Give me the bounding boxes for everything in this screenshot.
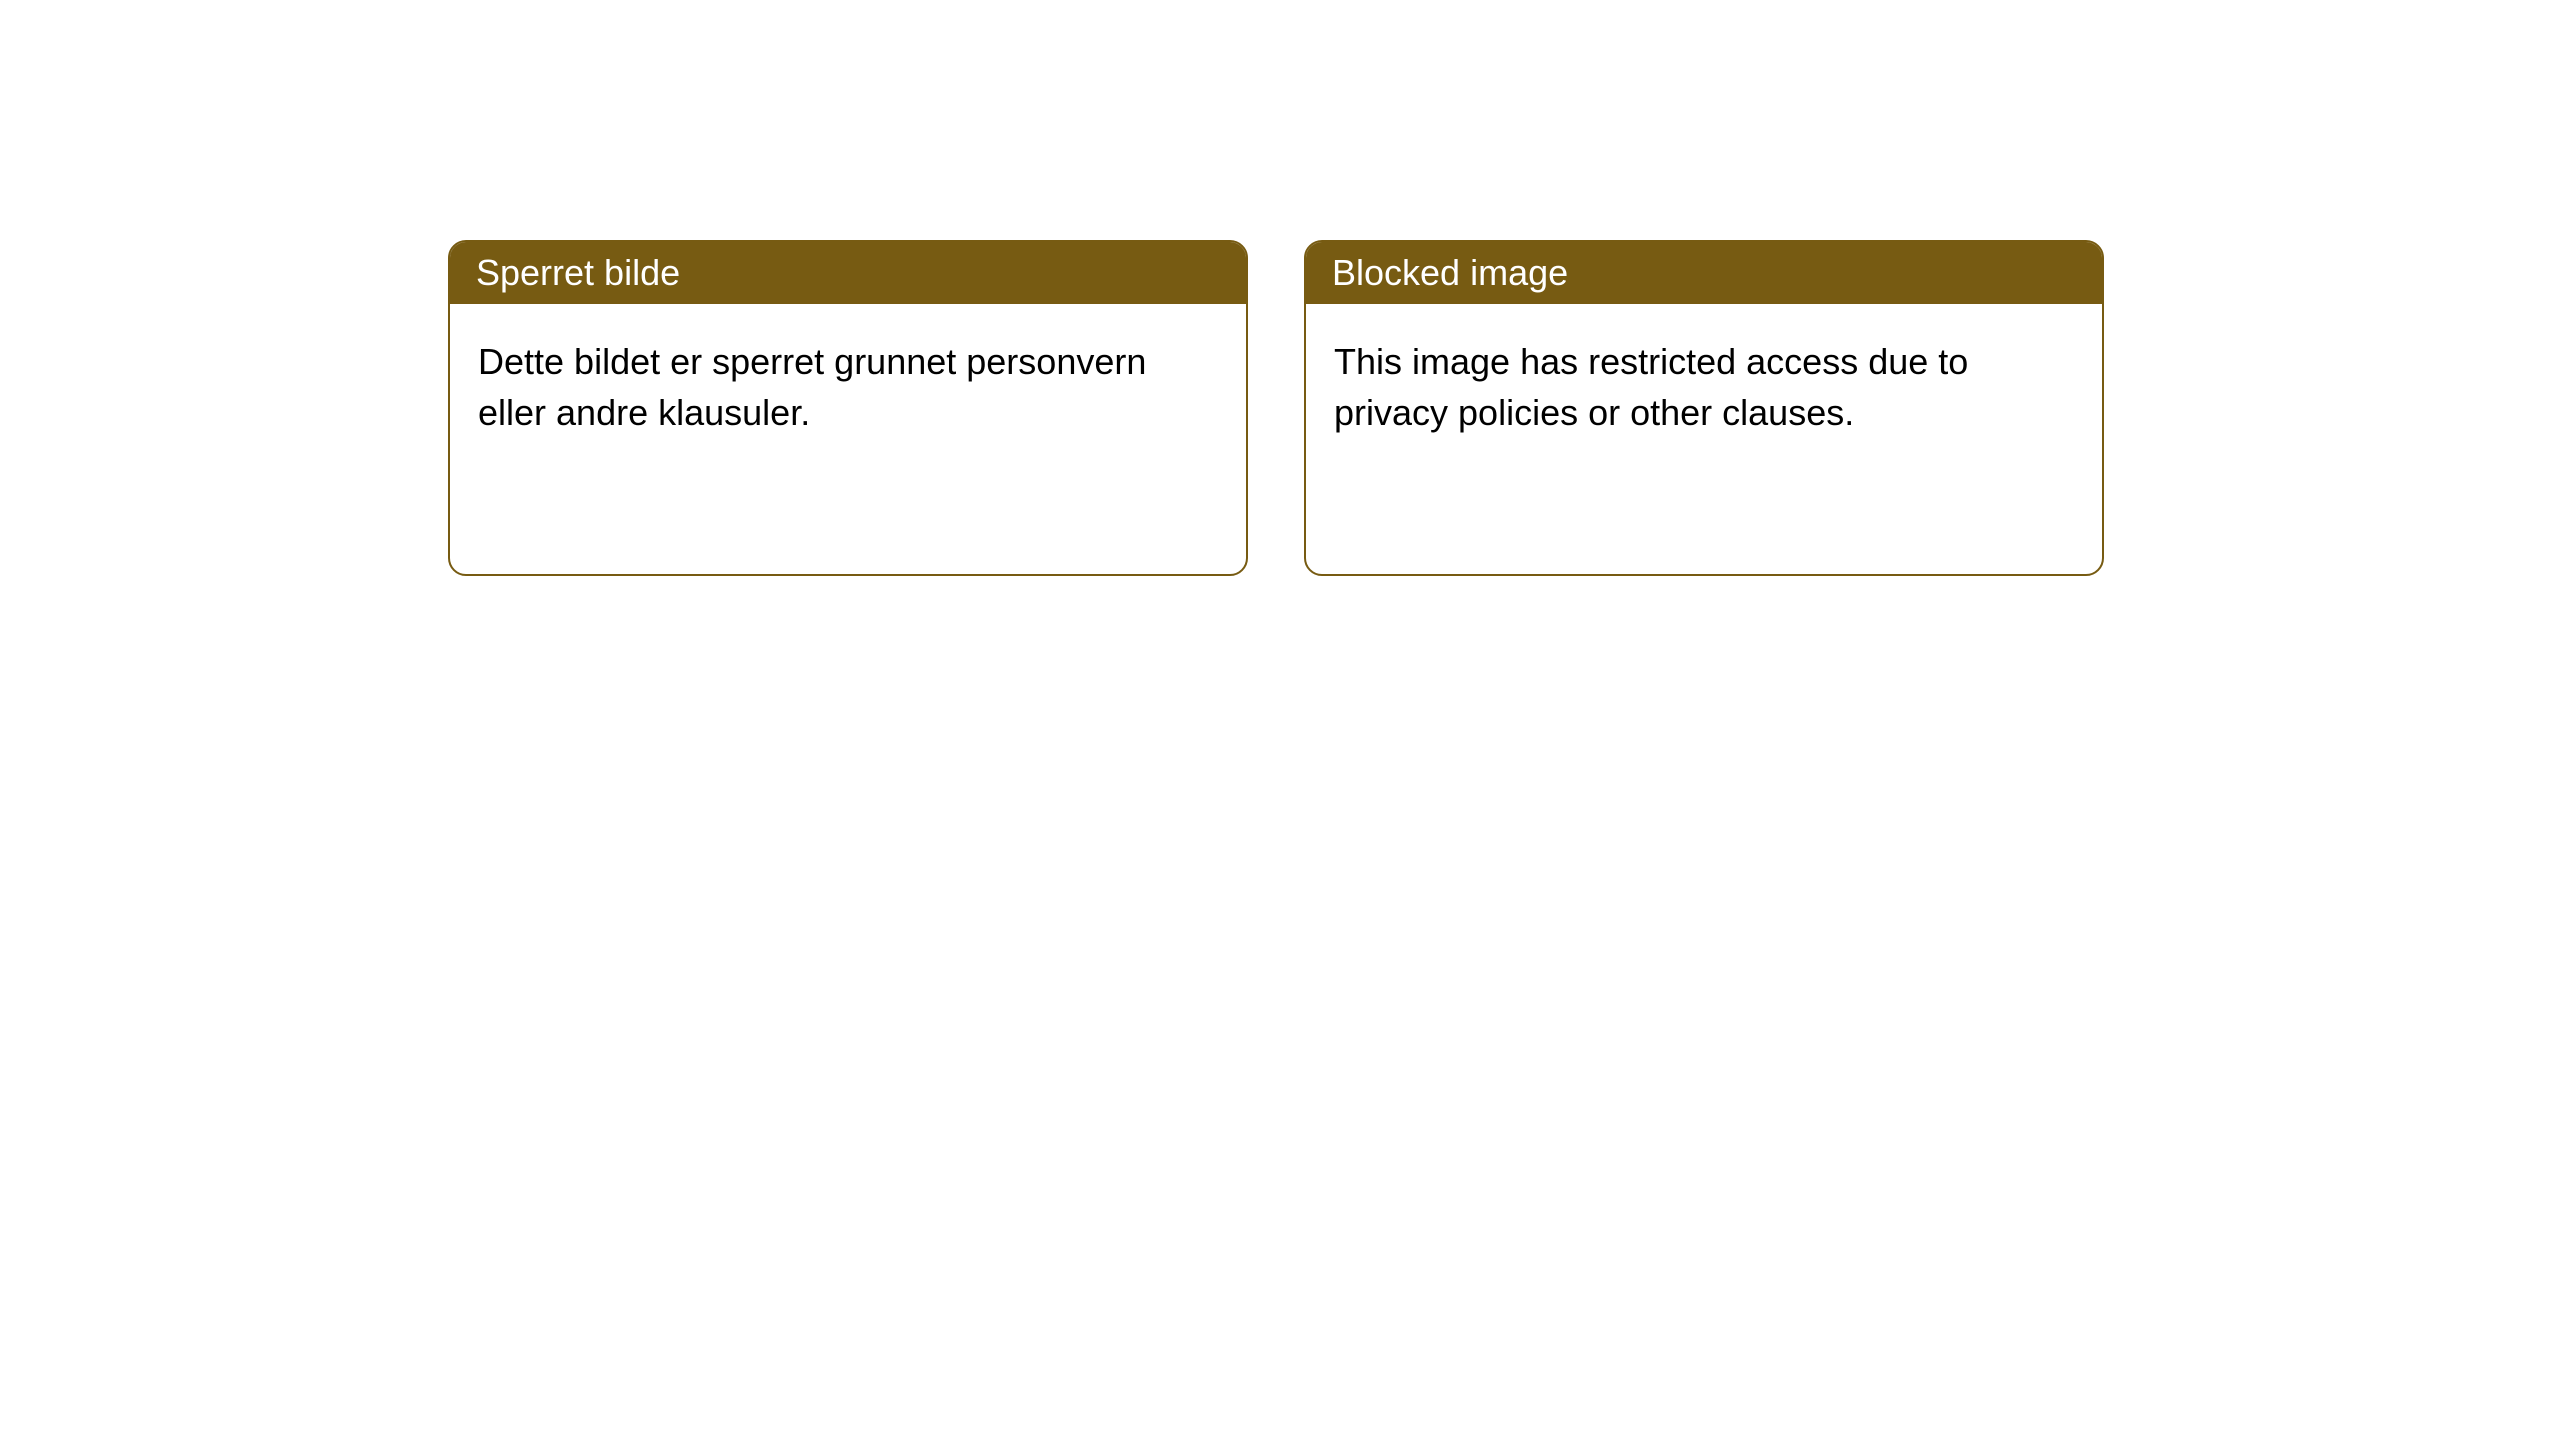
notice-title: Blocked image xyxy=(1306,242,2102,304)
notice-container: Sperret bilde Dette bildet er sperret gr… xyxy=(0,0,2560,576)
notice-box-norwegian: Sperret bilde Dette bildet er sperret gr… xyxy=(448,240,1248,576)
notice-body: Dette bildet er sperret grunnet personve… xyxy=(450,304,1246,574)
notice-title: Sperret bilde xyxy=(450,242,1246,304)
notice-box-english: Blocked image This image has restricted … xyxy=(1304,240,2104,576)
notice-body: This image has restricted access due to … xyxy=(1306,304,2102,574)
